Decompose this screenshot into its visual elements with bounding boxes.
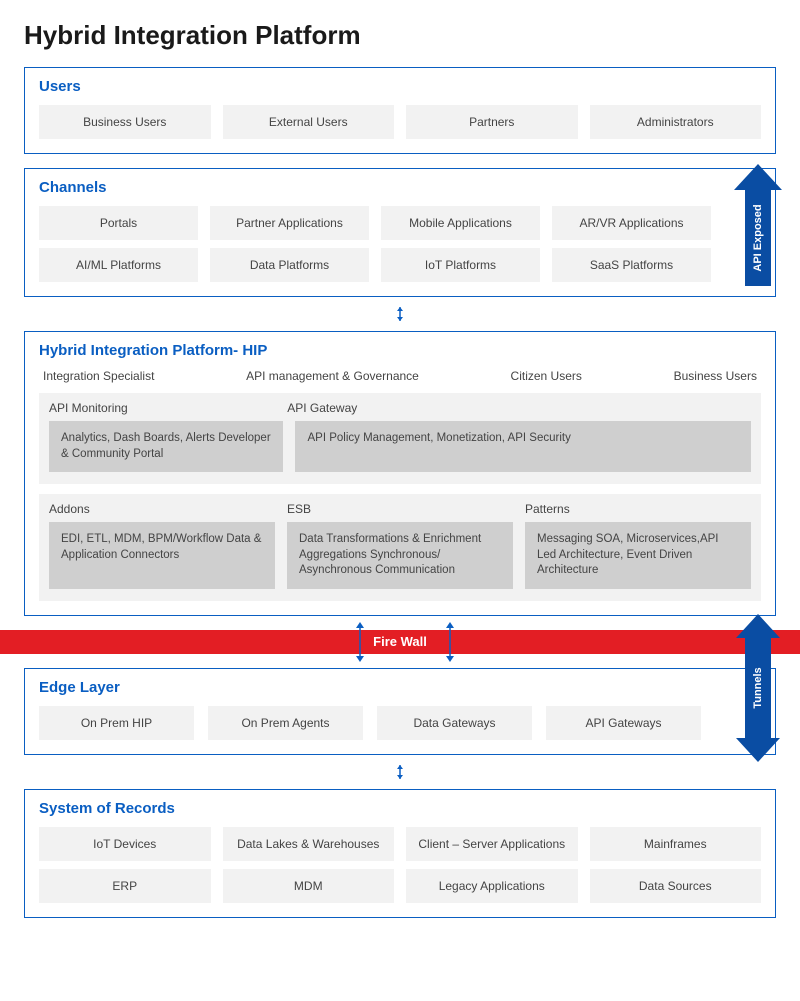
edge-row: On Prem HIP On Prem Agents Data Gateways… <box>39 706 711 740</box>
channel-item: SaaS Platforms <box>552 248 711 282</box>
sor-panel: System of Records IoT Devices Data Lakes… <box>24 789 776 918</box>
users-row: Business Users External Users Partners A… <box>39 105 761 139</box>
hip-subbody: Messaging SOA, Microservices,API Led Arc… <box>525 522 751 589</box>
api-exposed-label: API Exposed <box>752 204 764 271</box>
user-type: Partners <box>406 105 578 139</box>
tunnels-arrow: Tunnels <box>730 614 786 762</box>
users-title: Users <box>39 78 761 95</box>
channel-item: Portals <box>39 206 198 240</box>
hip-subbody: Data Transformations & Enrichment Aggreg… <box>287 522 513 589</box>
edge-item: Data Gateways <box>377 706 532 740</box>
connector-icon <box>24 307 776 321</box>
api-exposed-arrow: API Exposed <box>730 164 786 286</box>
hip-subheader: API Gateway <box>287 401 751 415</box>
page-title: Hybrid Integration Platform <box>24 20 776 51</box>
sor-item: Legacy Applications <box>406 869 578 903</box>
user-type: Business Users <box>39 105 211 139</box>
hip-subheader: Patterns <box>525 502 751 516</box>
user-type: Administrators <box>590 105 762 139</box>
channels-row-2: AI/ML Platforms Data Platforms IoT Platf… <box>39 248 711 282</box>
sor-row-1: IoT Devices Data Lakes & Warehouses Clie… <box>39 827 761 861</box>
hip-group-1: API Monitoring API Gateway Analytics, Da… <box>39 393 761 484</box>
user-type: External Users <box>223 105 395 139</box>
hip-subheader: Addons <box>49 502 275 516</box>
channel-item: Partner Applications <box>210 206 369 240</box>
edge-item: API Gateways <box>546 706 701 740</box>
arrow-down-icon <box>730 738 786 762</box>
firewall-cross-arrow-icon <box>445 622 455 662</box>
hip-subbody: EDI, ETL, MDM, BPM/Workflow Data & Appli… <box>49 522 275 589</box>
sor-item: ERP <box>39 869 211 903</box>
hip-group-2: Addons ESB Patterns EDI, ETL, MDM, BPM/W… <box>39 494 761 601</box>
hip-subheader: ESB <box>287 502 513 516</box>
firewall-label: Fire Wall <box>373 634 427 649</box>
hip-role: Business Users <box>674 369 757 383</box>
tunnels-label: Tunnels <box>752 667 764 708</box>
sor-title: System of Records <box>39 800 761 817</box>
channel-item: AI/ML Platforms <box>39 248 198 282</box>
channel-item: Mobile Applications <box>381 206 540 240</box>
hip-title: Hybrid Integration Platform- HIP <box>39 342 761 359</box>
edge-item: On Prem HIP <box>39 706 194 740</box>
sor-item: Data Lakes & Warehouses <box>223 827 395 861</box>
channels-panel: Channels Portals Partner Applications Mo… <box>24 168 776 297</box>
sor-item: IoT Devices <box>39 827 211 861</box>
hip-subbody: API Policy Management, Monetization, API… <box>295 421 751 472</box>
channels-title: Channels <box>39 179 711 196</box>
channels-row-1: Portals Partner Applications Mobile Appl… <box>39 206 711 240</box>
hip-role: API management & Governance <box>246 369 419 383</box>
users-panel: Users Business Users External Users Part… <box>24 67 776 154</box>
sor-row-2: ERP MDM Legacy Applications Data Sources <box>39 869 761 903</box>
hip-subheader: API Monitoring <box>49 401 275 415</box>
arrow-up-icon <box>730 164 786 190</box>
hip-roles: Integration Specialist API management & … <box>39 369 761 383</box>
hip-subbody: Analytics, Dash Boards, Alerts Developer… <box>49 421 283 472</box>
sor-item: Client – Server Applications <box>406 827 578 861</box>
channel-item: Data Platforms <box>210 248 369 282</box>
channel-item: IoT Platforms <box>381 248 540 282</box>
hip-role: Integration Specialist <box>43 369 154 383</box>
sor-item: Mainframes <box>590 827 762 861</box>
hip-role: Citizen Users <box>511 369 582 383</box>
arrow-up-icon <box>730 614 786 638</box>
edge-panel: Edge Layer On Prem HIP On Prem Agents Da… <box>24 668 776 755</box>
sor-item: Data Sources <box>590 869 762 903</box>
edge-title: Edge Layer <box>39 679 711 696</box>
firewall-cross-arrow-icon <box>355 622 365 662</box>
firewall-bar: Fire Wall <box>24 626 776 658</box>
hip-panel: Hybrid Integration Platform- HIP Integra… <box>24 331 776 616</box>
connector-icon <box>24 765 776 779</box>
channel-item: AR/VR Applications <box>552 206 711 240</box>
edge-item: On Prem Agents <box>208 706 363 740</box>
sor-item: MDM <box>223 869 395 903</box>
